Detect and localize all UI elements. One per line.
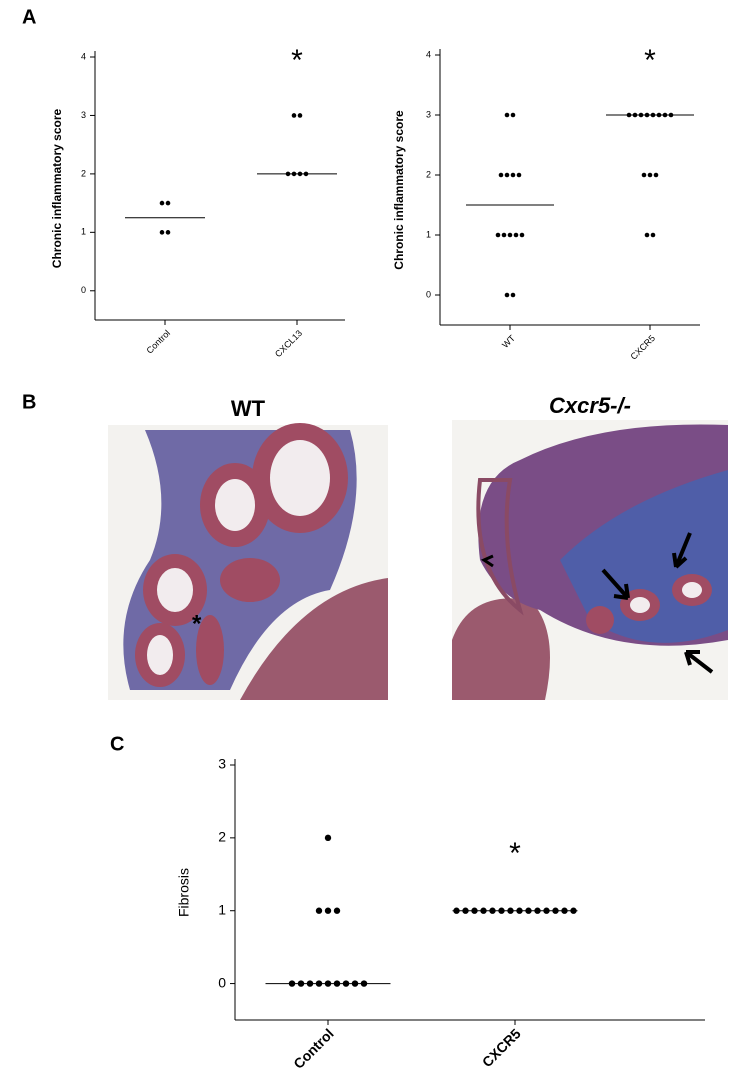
y-tick-label: 2 — [81, 168, 86, 178]
data-point — [510, 172, 516, 178]
data-point — [510, 112, 516, 118]
data-point — [653, 172, 659, 178]
micrograph-wt: * — [108, 423, 388, 700]
y-tick-label: 4 — [81, 51, 86, 61]
significance-annotation: * — [509, 837, 521, 870]
y-tick-label: 4 — [426, 49, 431, 59]
y-tick-label: 0 — [218, 974, 226, 990]
x-tick-label: WT — [500, 333, 517, 350]
data-point — [516, 172, 522, 178]
x-tick-label: CXCR5 — [479, 1025, 524, 1070]
y-tick-label: 3 — [81, 110, 86, 120]
data-point — [647, 172, 653, 178]
y-tick-label: 2 — [426, 169, 431, 179]
y-tick-label: 1 — [81, 227, 86, 237]
y-tick-label: 3 — [218, 756, 226, 772]
data-point — [165, 230, 171, 235]
data-point — [324, 834, 332, 842]
data-point — [650, 232, 656, 238]
data-point — [507, 232, 513, 238]
panel-label: C — [110, 733, 124, 755]
x-tick-label: Control — [290, 1025, 337, 1072]
x-tick-label: CXCR5 — [628, 333, 657, 362]
y-axis-label: Chronic inflammatory score — [392, 110, 406, 270]
micrograph-cxcr5 — [452, 420, 728, 700]
y-tick-label: 1 — [426, 229, 431, 239]
data-point — [644, 232, 650, 238]
y-tick-label: 3 — [426, 109, 431, 119]
panel-label: B — [22, 391, 36, 413]
data-point — [498, 172, 504, 178]
data-point — [297, 113, 303, 118]
data-point — [291, 113, 297, 118]
y-tick-label: 0 — [426, 289, 431, 299]
data-point — [513, 232, 519, 238]
data-point — [504, 112, 510, 118]
data-point — [510, 292, 516, 298]
y-tick-label: 0 — [81, 285, 86, 295]
data-point — [501, 232, 507, 238]
data-point — [333, 907, 341, 914]
micrograph-title: Cxcr5-/- — [549, 393, 631, 418]
micrograph-title: WT — [231, 396, 266, 421]
data-point — [519, 232, 525, 238]
data-point — [159, 200, 165, 206]
significance-annotation: * — [644, 44, 656, 77]
significance-annotation: * — [291, 44, 303, 77]
y-tick-label: 2 — [218, 829, 226, 845]
y-axis-label: Fibrosis — [176, 868, 192, 917]
data-point — [165, 200, 171, 206]
y-tick-label: 1 — [218, 901, 226, 917]
panel-label: A — [22, 6, 36, 28]
data-point — [504, 292, 510, 298]
data-point — [504, 172, 510, 178]
data-point — [315, 907, 323, 914]
x-tick-label: Control — [145, 328, 173, 356]
data-point — [641, 172, 647, 178]
y-axis-label: Chronic inflammatory score — [50, 108, 64, 268]
x-tick-label: CXCL13 — [273, 328, 304, 359]
data-point — [495, 232, 501, 238]
data-point — [159, 230, 165, 235]
data-point — [324, 907, 332, 914]
svg-text:*: * — [192, 610, 202, 637]
